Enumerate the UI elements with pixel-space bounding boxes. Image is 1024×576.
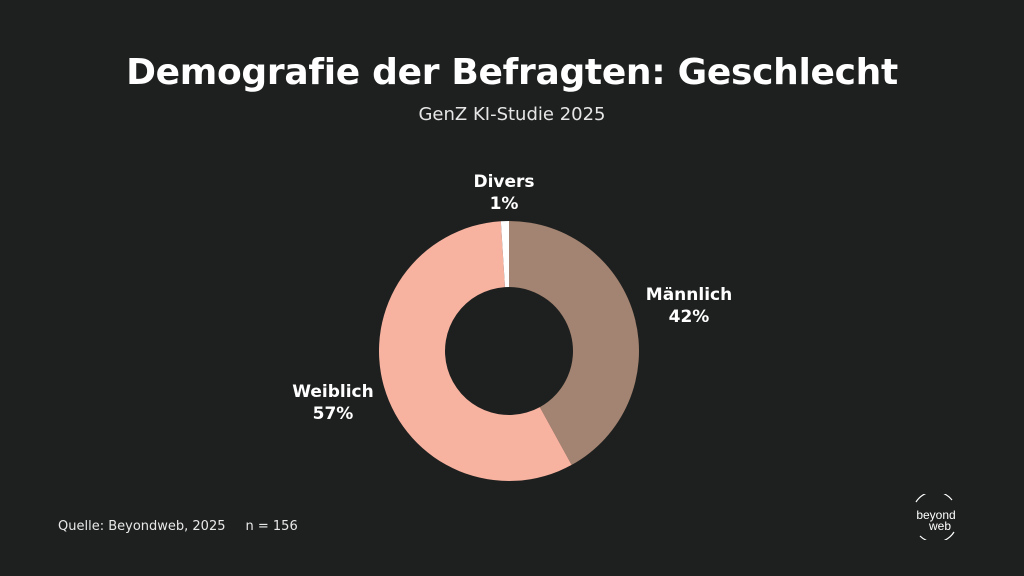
slice-label-maennlich: Männlich 42%: [634, 284, 744, 328]
logo-line1: beyond: [916, 508, 955, 522]
sample-size: n = 156: [245, 519, 298, 534]
slice-label-divers: Divers 1%: [449, 171, 559, 215]
slice-weiblich: [379, 221, 572, 481]
slice-value-maennlich: 42%: [668, 307, 710, 327]
slice-name-weiblich: Weiblich: [292, 382, 374, 402]
source-text: Quelle: Beyondweb, 2025: [58, 519, 226, 534]
chart-subtitle: GenZ KI-Studie 2025: [418, 104, 606, 125]
slice-maennlich: [509, 221, 639, 465]
slice-name-divers: Divers: [473, 172, 535, 192]
brand-logo: beyond web: [915, 494, 956, 540]
slice-value-divers: 1%: [489, 194, 519, 214]
slice-name-maennlich: Männlich: [645, 285, 733, 305]
slice-value-weiblich: 57%: [312, 404, 354, 424]
chart-title: Demografie der Befragten: Geschlecht: [126, 52, 898, 93]
logo-line2: web: [928, 519, 951, 533]
slice-label-weiblich: Weiblich 57%: [278, 381, 388, 425]
slice-divers: [500, 221, 509, 288]
footer: Quelle: Beyondweb, 2025 n = 156: [58, 519, 298, 534]
